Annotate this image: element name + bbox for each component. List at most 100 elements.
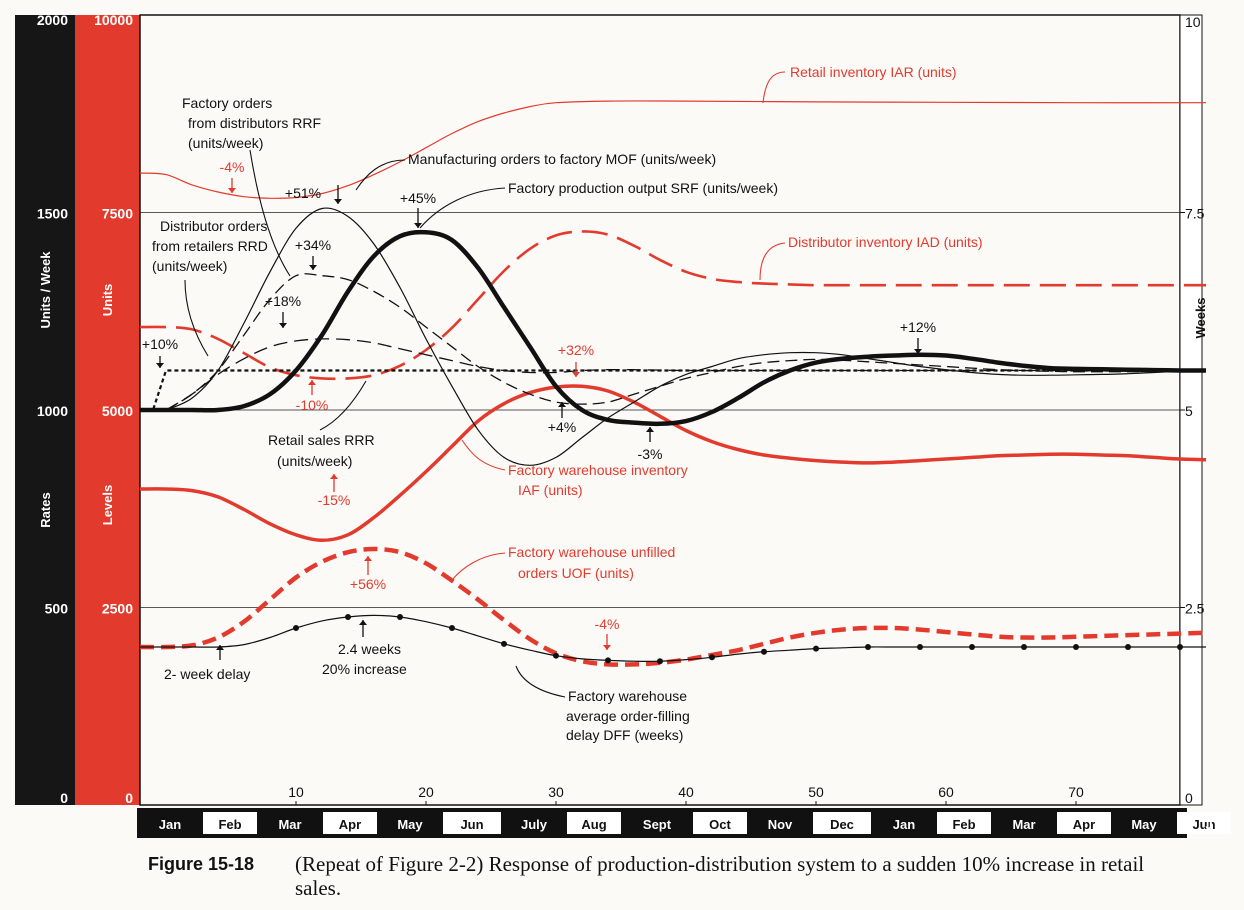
weeks-tick-label: 5 xyxy=(1185,403,1193,419)
x-tick-label: 10 xyxy=(288,784,304,800)
rates-axis-title: Units / Week xyxy=(38,251,53,329)
series-label-rrf: Factory orders xyxy=(182,95,272,111)
series-label-rrf: (units/week) xyxy=(188,135,263,151)
levels-tick-label: 7500 xyxy=(102,206,133,222)
month-label: Feb xyxy=(218,817,241,832)
series-label-dff: average order-filling xyxy=(566,708,690,724)
arrowhead xyxy=(309,265,317,270)
weeks-axis-label: Weeks xyxy=(1193,298,1208,339)
x-tick-label: 30 xyxy=(548,784,564,800)
rates-tick-label: 1500 xyxy=(37,206,68,222)
month-cell xyxy=(567,812,621,834)
dff-data-point xyxy=(345,613,351,620)
arrowhead xyxy=(603,645,611,650)
month-label: Aug xyxy=(581,817,606,832)
levels-tick-label: 10000 xyxy=(94,12,133,28)
dff-data-point xyxy=(293,625,299,632)
series-line-retail-inventory-iar xyxy=(139,100,1207,199)
dff-data-point xyxy=(1125,644,1131,650)
series-label-iaf: Factory warehouse inventory xyxy=(508,462,688,478)
arrowhead xyxy=(330,474,338,479)
series-line-distributor-inventory-iad xyxy=(139,230,1206,381)
label-leader xyxy=(249,149,291,277)
annotation-label: +34% xyxy=(295,237,331,253)
month-label: May xyxy=(397,817,423,832)
arrowhead xyxy=(359,620,367,625)
annotation-label: +4% xyxy=(548,419,576,435)
label-leader xyxy=(184,279,209,357)
annotation-label: -10% xyxy=(296,397,329,413)
series-label-delay: 2- week delay xyxy=(164,666,250,682)
label-leader xyxy=(451,552,506,581)
caption-label: Figure 15-18 xyxy=(148,854,255,874)
month-label: Jan xyxy=(893,817,915,832)
dff-data-point xyxy=(1177,644,1183,650)
label-leader xyxy=(762,71,786,104)
series-label-rrr: Retail sales RRR xyxy=(268,432,375,448)
dff-data-point xyxy=(865,644,871,650)
series-line-factory-production-output-srf xyxy=(140,229,1207,427)
dff-data-point xyxy=(449,625,455,632)
label-leader xyxy=(319,380,367,431)
series-label-uof: Factory warehouse unfilled xyxy=(508,544,675,560)
arrowhead xyxy=(914,349,922,354)
rates-tick-label: 0 xyxy=(60,790,68,806)
x-tick-label: 40 xyxy=(678,784,694,800)
x-tick-label: 70 xyxy=(1068,784,1084,800)
series-label-uof: orders UOF (units) xyxy=(518,565,634,581)
month-label: Oct xyxy=(709,817,731,832)
series-label-peak: 2.4 weeks xyxy=(338,641,401,657)
month-label: Dec xyxy=(830,817,854,832)
levels-axis-title: Units xyxy=(100,284,115,317)
annotation-label: +45% xyxy=(400,190,436,206)
rates-axis-band xyxy=(15,15,75,805)
series-label-rrr: (units/week) xyxy=(277,453,352,469)
month-label: Jan xyxy=(159,817,181,832)
rates-tick-label: 1000 xyxy=(37,403,68,419)
x-tick-label: 60 xyxy=(938,784,954,800)
month-cell xyxy=(203,812,257,834)
month-cell xyxy=(1057,812,1111,834)
arrowhead xyxy=(308,380,316,385)
month-label: Nov xyxy=(768,817,793,832)
chart: 2000150010005000100007500500025000107.55… xyxy=(15,12,1231,838)
dff-data-point xyxy=(501,640,507,647)
arrowhead xyxy=(334,199,342,204)
series-label-rrd: from retailers RRD xyxy=(152,238,268,254)
rates-tick-label: 500 xyxy=(45,601,69,617)
levels-tick-label: 2500 xyxy=(102,601,133,617)
month-label: Feb xyxy=(952,817,975,832)
month-label: Jun xyxy=(460,817,483,832)
annotation-label: +51% xyxy=(285,185,321,201)
dff-data-point xyxy=(657,658,663,665)
dff-data-point xyxy=(813,645,819,652)
month-label: Apr xyxy=(339,817,361,832)
month-label: July xyxy=(521,817,548,832)
annotation-label: +32% xyxy=(558,342,594,358)
annotation-label: -15% xyxy=(318,492,351,508)
levels-axis-label: Levels xyxy=(100,485,115,525)
month-label: J xyxy=(1205,817,1212,832)
arrowhead xyxy=(558,402,566,407)
series-label-rrd: Distributor orders xyxy=(160,218,267,234)
annotation-label: +56% xyxy=(350,576,386,592)
arrowhead xyxy=(646,427,654,432)
arrowhead xyxy=(156,363,164,368)
label-leader xyxy=(419,187,506,229)
weeks-tick-label: 2.5 xyxy=(1185,601,1205,617)
dff-data-point xyxy=(709,654,715,661)
month-label: Jun xyxy=(1192,817,1215,832)
series-label-iar: Retail inventory IAR (units) xyxy=(790,64,957,80)
dff-data-point xyxy=(969,644,975,650)
month-label: May xyxy=(1131,817,1157,832)
arrowhead xyxy=(414,223,422,228)
month-label: Mar xyxy=(1012,817,1035,832)
month-cell xyxy=(1177,812,1231,834)
series-line-retail-sales-rrr xyxy=(140,369,1206,412)
dff-data-point xyxy=(1073,644,1079,650)
annotation-label: +12% xyxy=(900,319,936,335)
month-label: Apr xyxy=(1073,817,1095,832)
month-cell xyxy=(813,812,871,834)
rates-axis-label: Rates xyxy=(38,492,53,527)
annotation-label: -4% xyxy=(220,159,245,175)
